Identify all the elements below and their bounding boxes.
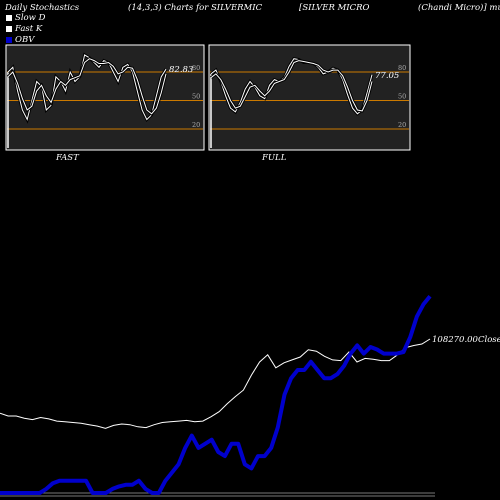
panel-full-ytick: 80: [398, 64, 406, 72]
slow-d-swatch-icon: [5, 14, 13, 22]
panel-fast-ytick: 80: [192, 64, 200, 72]
obv-line: [0, 294, 432, 495]
panel-fast-series-slow-d: [7, 58, 167, 115]
chart-title: Daily Stochastics: [5, 3, 80, 13]
panel-label-fast: FAST: [56, 153, 79, 163]
legend-slow-d: Slow D: [5, 13, 45, 23]
instrument-name: [SILVER MICRO: [299, 3, 370, 13]
panel-fast-ytick: 50: [192, 93, 200, 101]
close-value-label: 108270.00Close: [432, 335, 500, 345]
legend-obv: OBV: [5, 35, 34, 45]
fast-k-swatch-icon: [5, 25, 13, 33]
panel-full-last-value: 77.05: [375, 71, 399, 81]
panel-fast-ytick: 20: [192, 121, 200, 129]
instrument-suffix: (Chandi Micro)] munafa: [418, 3, 500, 13]
obv-swatch-icon: [5, 36, 13, 44]
legend-fast-k-label: Fast K: [15, 24, 43, 34]
legend-obv-label: OBV: [15, 35, 35, 45]
panel-label-full: FULL: [262, 153, 287, 163]
panel-full-series-slow-d: [210, 60, 373, 112]
panel-full-ytick: 20: [398, 121, 406, 129]
panel-full-frame: [208, 44, 411, 151]
legend-slow-d-label: Slow D: [15, 13, 46, 23]
close-price-line: [0, 338, 431, 429]
panel-full-ytick: 50: [398, 93, 406, 101]
panel-fast-last-value: 82.83: [169, 65, 193, 75]
panel-fast-series-fast-k: [7, 54, 167, 121]
legend-fast-k: Fast K: [5, 24, 42, 34]
chart-params: (14,3,3) Charts for SILVERMIC: [128, 3, 263, 13]
